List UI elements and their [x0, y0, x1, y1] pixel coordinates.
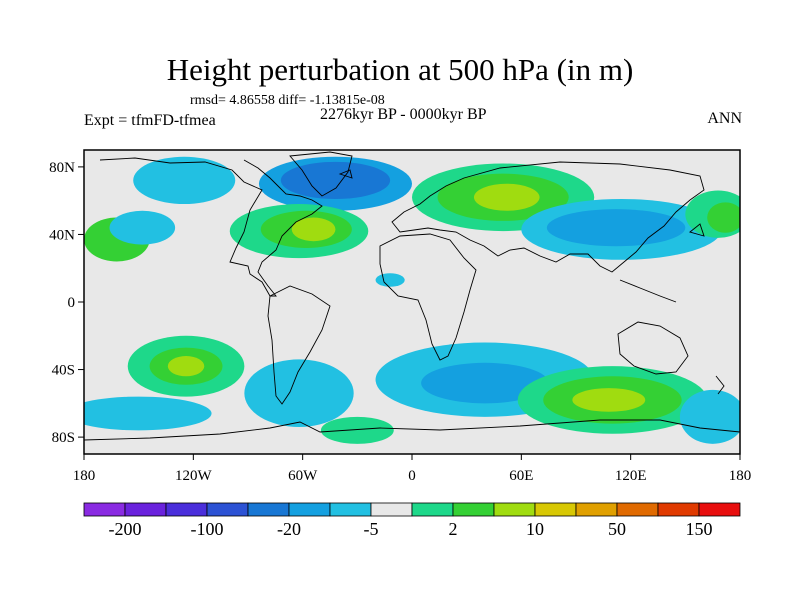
statistics-line: rmsd= 4.86558 diff= -1.13815e-08: [190, 93, 385, 108]
colorbar: -200 -100 -20 -5 2 10 50 150: [83, 502, 741, 539]
colorbar-label-4: 2: [449, 519, 458, 539]
map-axes: 180 120W 60W 0 60E 120E 180 80N 40N 0 40S 80S: [49, 160, 751, 484]
y-tick-label-0: 80N: [49, 160, 75, 176]
colorbar-box-11: [534, 502, 577, 517]
anomaly-region-2: [280, 161, 391, 199]
period-label: 2276kyr BP - 0000kyr BP: [320, 106, 487, 123]
x-tick-label-4: 60E: [509, 468, 533, 484]
colorbar-label-3: -5: [364, 519, 379, 539]
colorbar-box-12: [575, 502, 618, 517]
anomaly-region-13: [546, 209, 686, 247]
colorbar-box-10: [493, 502, 536, 517]
coastlines: [84, 151, 740, 441]
south-america-coast: [267, 285, 331, 405]
colorbar-box-15: [698, 502, 741, 517]
australia-coast: [617, 321, 689, 375]
x-tick-label-6: 180: [729, 468, 752, 484]
y-tick-label-3: 40S: [52, 363, 75, 379]
plot-title: Height perturbation at 500 hPa (in m): [166, 52, 634, 87]
colorbar-label-6: 50: [608, 519, 626, 539]
colorbar-label-2: -20: [277, 519, 301, 539]
colorbar-box-13: [616, 502, 659, 517]
colorbar-box-8: [411, 502, 454, 517]
anomaly-region-19: [84, 396, 212, 431]
anomaly-region-7: [291, 217, 336, 242]
colorbar-box-0: [83, 502, 126, 517]
colorbar-box-5: [288, 502, 331, 517]
islands-coast: [338, 169, 725, 395]
colorbar-box-6: [329, 502, 372, 517]
x-tick-label-3: 0: [408, 468, 416, 484]
colorbar-box-9: [452, 502, 495, 517]
colorbar-box-4: [247, 502, 290, 517]
anomaly-region-0: [133, 156, 236, 205]
anomaly-region-23: [421, 362, 549, 404]
anomaly-region-21: [320, 416, 394, 444]
colorbar-label-1: -100: [191, 519, 224, 539]
anomaly-region-18: [167, 356, 205, 377]
greenland-coast: [289, 151, 353, 197]
x-tick-label-2: 60W: [288, 468, 318, 484]
anomaly-contours: [84, 156, 740, 444]
y-tick-label-4: 80S: [52, 430, 75, 446]
colorbar-box-2: [165, 502, 208, 517]
colorbar-box-14: [657, 502, 700, 517]
x-tick-label-0: 180: [73, 468, 96, 484]
anomaly-region-20: [244, 359, 354, 427]
anomaly-region-27: [679, 389, 740, 444]
africa-coast: [379, 233, 477, 361]
experiment-label: Expt = tfmFD-tfmea: [84, 112, 216, 129]
colorbar-box-3: [206, 502, 249, 517]
anomaly-region-15: [707, 202, 740, 233]
colorbar-label-5: 10: [526, 519, 544, 539]
anomaly-region-26: [572, 388, 646, 412]
season-label: ANN: [707, 110, 742, 127]
europe-asia-coast: [391, 161, 705, 273]
colorbar-box-7: [370, 502, 413, 517]
anomaly-region-4: [109, 210, 176, 245]
anomaly-region-11: [473, 183, 540, 211]
y-tick-label-1: 40N: [49, 227, 75, 243]
colorbar-label-7: 150: [686, 519, 713, 539]
y-tick-label-2: 0: [68, 295, 76, 311]
x-tick-label-1: 120W: [175, 468, 213, 484]
x-tick-label-5: 120E: [615, 468, 647, 484]
north-america-coast: [99, 157, 323, 297]
colorbar-label-0: -200: [109, 519, 142, 539]
antarctica-coast: [84, 419, 740, 441]
colorbar-box-1: [124, 502, 167, 517]
anomaly-region-8: [375, 273, 405, 287]
